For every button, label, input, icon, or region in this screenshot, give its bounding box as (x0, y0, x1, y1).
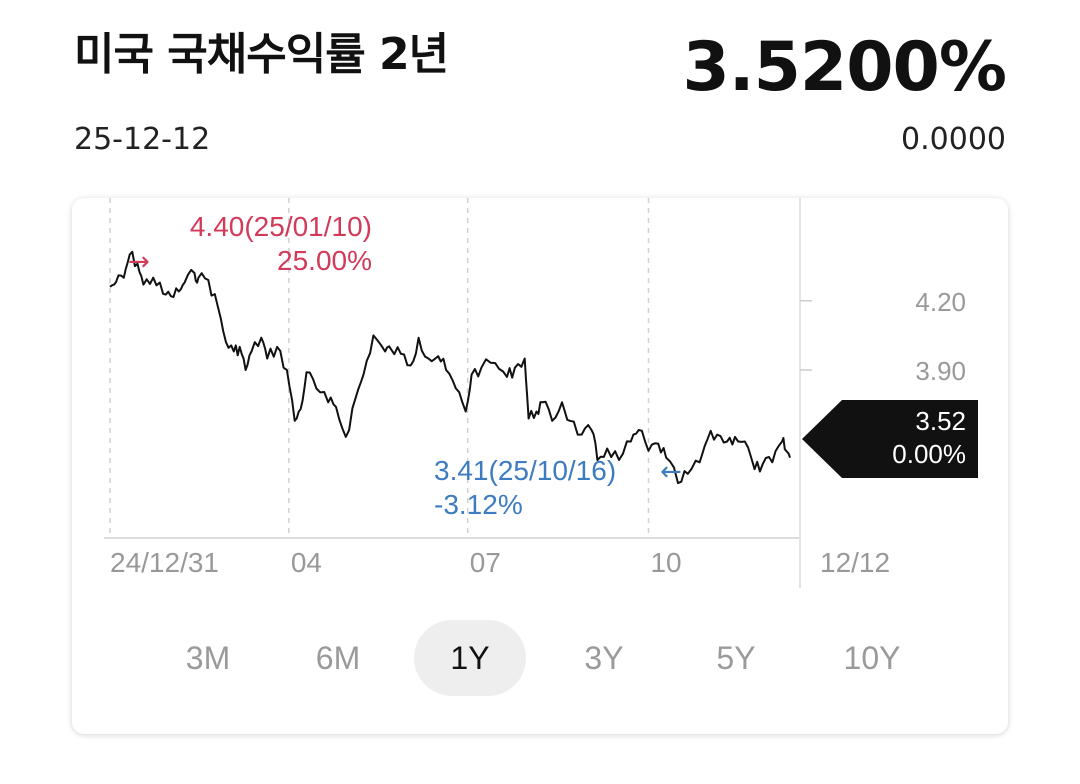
x-tick-label: 04 (291, 547, 322, 578)
arrow-left-icon: ← (660, 457, 682, 487)
axis-ticks: 24/12/31 04 07 10 12/12 4.20 3.90 (110, 287, 966, 578)
x-tick-label: 12/12 (820, 547, 890, 578)
series-line (109, 250, 791, 485)
y-tick-label: 4.20 (915, 287, 966, 317)
x-tick-label: 10 (650, 547, 681, 578)
current-value: 3.52 (915, 406, 966, 436)
low-annotation-label: 3.41(25/10/16) (434, 455, 616, 486)
tab-3m[interactable]: 3M (185, 640, 231, 676)
quote-date: 25-12-12 (74, 122, 211, 157)
current-value-badge (802, 400, 978, 478)
tab-1y[interactable]: 1Y (414, 620, 526, 696)
tab-3y[interactable]: 3Y (584, 640, 624, 676)
price-change: 0.0000 (901, 122, 1006, 157)
x-tick-label: 07 (470, 547, 501, 578)
tab-6m[interactable]: 6M (315, 640, 361, 676)
grid-lines (109, 198, 650, 538)
x-tick-label: 24/12/31 (110, 547, 219, 578)
arrow-right-icon: → (128, 247, 150, 277)
y-tick-label: 3.90 (915, 356, 966, 386)
range-tabs: 3M 6M 1Y 3Y 5Y 10Y (140, 620, 940, 696)
tab-5y[interactable]: 5Y (716, 640, 756, 676)
high-annotation-pct: 25.00% (277, 245, 372, 276)
current-price: 3.5200% (682, 28, 1007, 107)
high-annotation-label: 4.40(25/01/10) (190, 211, 372, 242)
page-title: 미국 국채수익률 2년 (74, 29, 449, 80)
tab-10y[interactable]: 10Y (843, 640, 901, 676)
low-annotation-pct: -3.12% (434, 489, 523, 520)
yield-chart[interactable]: 24/12/31 04 07 10 12/12 4.20 3.90 → 4.40(25/01… (0, 0, 1080, 600)
current-pct: 0.00% (892, 439, 966, 469)
